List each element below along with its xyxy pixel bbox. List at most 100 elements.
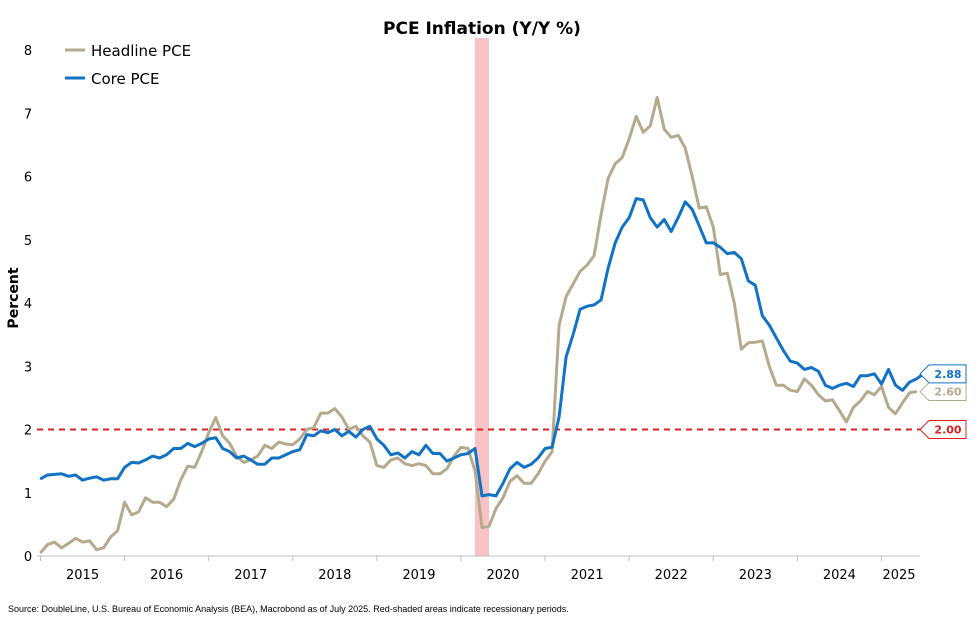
data-point: [733, 251, 736, 254]
data-point: [768, 365, 771, 368]
data-point: [719, 246, 722, 249]
data-point: [530, 463, 532, 466]
data-point: [221, 435, 224, 437]
data-point: [698, 225, 701, 227]
data-point: [207, 438, 210, 440]
data-point: [803, 368, 806, 371]
data-point: [712, 226, 715, 228]
data-point: [866, 374, 869, 377]
data-point: [530, 482, 532, 485]
data-point: [558, 416, 560, 418]
data-point: [656, 96, 659, 99]
data-point: [221, 447, 224, 450]
data-point: [908, 392, 911, 394]
data-point: [502, 497, 504, 499]
data-point: [523, 482, 525, 485]
x-tick-label: 2019: [402, 568, 435, 583]
legend-label-headline: Headline PCE: [91, 42, 191, 60]
data-point: [789, 360, 792, 362]
data-point: [607, 267, 609, 270]
x-tick-label: 2021: [571, 568, 604, 583]
data-point: [348, 430, 350, 433]
x-tick-label: 2022: [655, 568, 688, 583]
data-point: [663, 128, 666, 130]
data-point: [901, 402, 904, 404]
data-point: [123, 466, 126, 469]
data-point: [544, 460, 546, 462]
data-point: [327, 412, 329, 414]
data-point: [116, 478, 119, 480]
x-tick-label: 2015: [66, 568, 99, 583]
data-point: [761, 314, 764, 317]
data-point: [572, 333, 574, 336]
x-tick-label: 2016: [150, 568, 183, 583]
data-point: [747, 342, 750, 344]
data-point: [782, 384, 785, 387]
data-point: [214, 436, 217, 439]
data-point: [291, 443, 294, 446]
data-point: [165, 454, 168, 456]
data-point: [488, 525, 490, 528]
data-point: [228, 442, 231, 445]
data-point: [130, 461, 133, 464]
data-point: [334, 428, 336, 431]
value-tag-headline-pce-text: 2.60: [934, 386, 961, 399]
data-point: [411, 464, 413, 467]
data-point: [880, 385, 883, 388]
data-point: [796, 362, 799, 364]
data-point: [411, 450, 413, 453]
data-point: [614, 242, 616, 244]
data-point: [172, 498, 175, 500]
data-point: [355, 436, 357, 438]
data-point: [873, 393, 876, 396]
data-point: [705, 242, 708, 244]
legend: Headline PCE Core PCE: [65, 42, 191, 88]
data-point: [74, 474, 77, 476]
data-point: [39, 478, 42, 480]
data-point: [880, 383, 883, 385]
data-point: [425, 444, 427, 447]
data-point: [369, 441, 371, 443]
data-point: [193, 466, 196, 469]
data-point: [754, 284, 757, 287]
y-axis-label: Percent: [6, 267, 22, 328]
data-point: [207, 431, 210, 434]
data-point: [284, 454, 287, 456]
data-point: [116, 529, 119, 532]
data-point: [747, 280, 750, 282]
data-point: [565, 295, 567, 298]
data-point: [754, 341, 757, 344]
data-point: [446, 460, 448, 462]
data-point: [362, 435, 364, 437]
data-point: [186, 465, 189, 467]
data-point: [158, 457, 161, 459]
data-point: [369, 425, 371, 428]
x-tick-label: 2025: [882, 568, 915, 583]
y-tick-label: 6: [24, 171, 32, 186]
data-point: [565, 355, 567, 358]
data-point: [95, 476, 98, 478]
data-point: [151, 455, 154, 457]
y-tick-label: 4: [24, 297, 32, 312]
data-point: [341, 416, 343, 418]
data-point: [810, 384, 813, 387]
data-point: [544, 447, 546, 450]
data-point: [474, 447, 476, 450]
data-point: [866, 390, 869, 393]
source-note: Source: DoubleLine, U.S. Bureau of Econo…: [8, 604, 569, 614]
data-point: [439, 452, 441, 455]
data-point: [761, 340, 764, 342]
data-point: [516, 474, 518, 477]
data-point: [579, 308, 581, 311]
x-tick-label: 2023: [739, 568, 772, 583]
data-point: [628, 216, 630, 219]
data-point: [642, 199, 644, 201]
data-point: [523, 466, 525, 469]
data-point: [768, 324, 771, 326]
data-point: [376, 438, 378, 440]
value-tag-headline-pce: 2.60: [919, 382, 967, 402]
data-point: [635, 197, 637, 200]
data-point: [572, 283, 574, 285]
data-point: [88, 477, 91, 480]
data-point: [60, 472, 63, 475]
